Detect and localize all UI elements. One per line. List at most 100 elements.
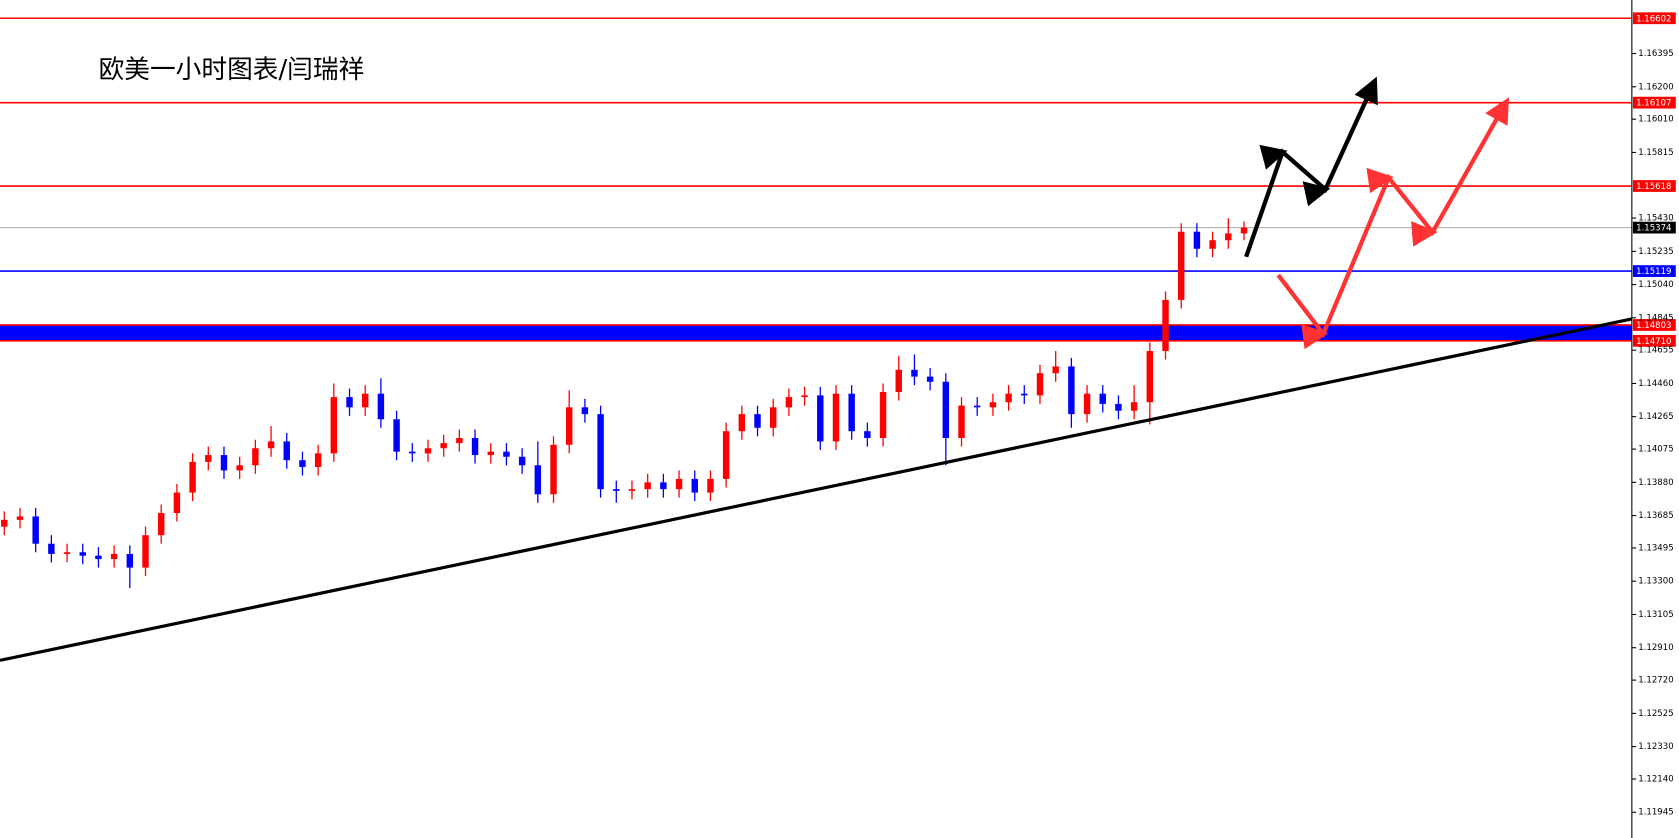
- candle-body: [848, 393, 855, 432]
- y-tick-label: 1.14655: [1638, 346, 1673, 356]
- candle-body: [550, 444, 557, 495]
- candle-body: [126, 553, 134, 568]
- candle-body: [1115, 403, 1122, 411]
- candle-body: [613, 489, 620, 491]
- candle-body: [738, 414, 746, 432]
- y-tick-label: 1.11945: [1638, 808, 1673, 818]
- candle-body: [157, 513, 165, 536]
- candle-body: [393, 419, 400, 452]
- level-label: 1.16107: [1636, 99, 1671, 109]
- y-tick-label: 1.14845: [1638, 313, 1673, 323]
- candle-body: [440, 443, 447, 449]
- candle-body: [314, 453, 322, 467]
- candle-body: [330, 397, 338, 454]
- y-tick-label: 1.15235: [1638, 247, 1673, 257]
- candle-body: [1099, 393, 1106, 404]
- candle-body: [769, 407, 777, 428]
- candle-body: [79, 552, 86, 556]
- candle-body: [409, 451, 416, 454]
- candle-body: [644, 482, 651, 490]
- candle-body: [1052, 366, 1059, 374]
- y-tick-label: 1.15040: [1638, 280, 1673, 290]
- candle-body: [1021, 393, 1028, 396]
- candle-body: [675, 478, 683, 490]
- candle-body: [299, 460, 306, 467]
- chart-title: 欧美一小时图表/闫瑞祥: [99, 55, 365, 85]
- y-tick-label: 1.13685: [1638, 511, 1673, 521]
- level-label-box: [1632, 96, 1676, 109]
- y-tick-label: 1.16395: [1638, 49, 1673, 59]
- candle-body: [691, 478, 698, 493]
- level-label-box: [1632, 180, 1676, 192]
- candle-body: [1, 519, 8, 527]
- level-label-box: [1632, 221, 1676, 234]
- candle-body: [48, 543, 55, 554]
- y-tick-label: 1.12330: [1638, 742, 1673, 752]
- candle-body: [973, 405, 981, 408]
- candle-body: [173, 492, 181, 514]
- candle-body: [16, 516, 24, 520]
- y-tick-label: 1.14460: [1638, 379, 1673, 389]
- candle-body: [1130, 402, 1138, 411]
- level-label-box: [1632, 12, 1676, 25]
- level-label: 1.15618: [1636, 182, 1671, 192]
- y-tick-label: 1.13105: [1638, 610, 1673, 620]
- candle-body: [565, 407, 573, 445]
- candle-body: [926, 376, 934, 382]
- candle-body: [597, 414, 604, 490]
- candle-body: [801, 395, 808, 398]
- candle-body: [142, 535, 149, 568]
- candle-body: [1083, 393, 1091, 415]
- candle-body: [346, 397, 353, 408]
- plot-area: [0, 17, 1632, 589]
- candle-body: [110, 553, 118, 560]
- candle-body: [424, 448, 432, 454]
- candle-body: [252, 448, 259, 466]
- candle-body: [754, 414, 761, 428]
- level-label: 1.14710: [1636, 337, 1671, 347]
- candle-body: [456, 438, 463, 444]
- candle-body: [1005, 393, 1012, 403]
- support-band: [0, 324, 1632, 341]
- y-tick-label: 1.12525: [1638, 709, 1673, 719]
- level-label: 1.15119: [1636, 267, 1671, 277]
- level-label-box: [1632, 334, 1676, 347]
- y-tick-label: 1.14265: [1638, 412, 1673, 422]
- forecast-arrow: [1244, 76, 1378, 258]
- candle-body: [879, 391, 887, 439]
- candle-body: [911, 369, 918, 377]
- candle-body: [267, 441, 275, 449]
- candle-body: [660, 482, 667, 490]
- level-label-box: [1632, 265, 1676, 277]
- level-label: 1.16602: [1636, 14, 1671, 24]
- y-tick-label: 1.13300: [1638, 577, 1673, 587]
- y-tick-label: 1.12910: [1638, 643, 1673, 653]
- candle-body: [518, 456, 526, 466]
- y-tick-label: 1.13880: [1638, 478, 1673, 488]
- candle-body: [817, 395, 824, 442]
- candle-body: [1162, 299, 1169, 352]
- candle-body: [864, 431, 871, 439]
- candle-body: [958, 405, 965, 439]
- candle-body: [989, 402, 997, 408]
- candle-body: [1036, 373, 1044, 396]
- candle-body: [63, 552, 71, 554]
- candle-body: [220, 455, 228, 471]
- candle-body: [1209, 240, 1216, 249]
- candle-body: [722, 431, 730, 479]
- forecast-arrow: [1276, 97, 1510, 350]
- candle-body: [236, 465, 243, 471]
- level-label: 1.15374: [1636, 224, 1671, 234]
- candle-body: [361, 393, 369, 408]
- candle-body: [1068, 366, 1075, 415]
- candle-body: [895, 369, 902, 392]
- candle-body: [1225, 233, 1232, 241]
- candle-body: [1240, 227, 1248, 234]
- y-tick-label: 1.13495: [1638, 543, 1673, 553]
- candle-body: [377, 393, 385, 420]
- y-tick-label: 1.14075: [1638, 445, 1673, 455]
- y-tick-label: 1.12720: [1638, 676, 1673, 686]
- candle-body: [205, 455, 212, 462]
